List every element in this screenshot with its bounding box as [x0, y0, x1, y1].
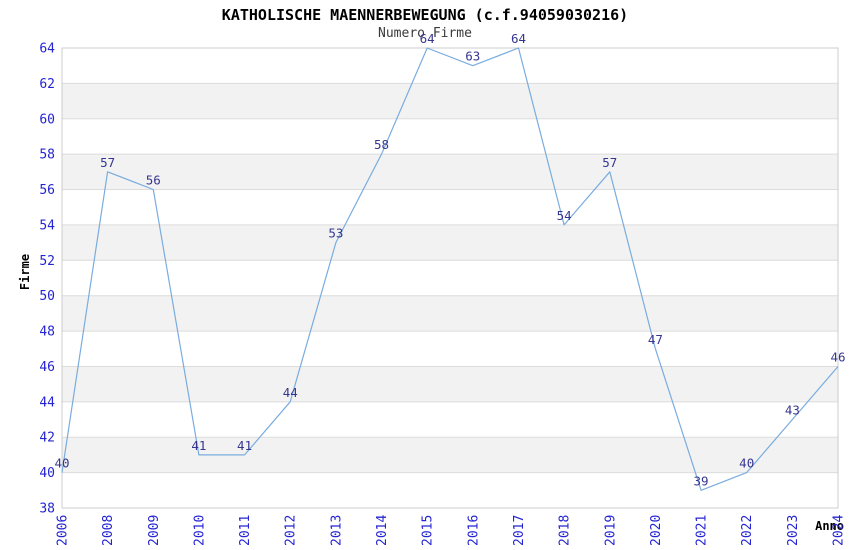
data-point-label: 64 — [420, 31, 435, 46]
y-tick-label: 50 — [39, 289, 55, 304]
data-point-label: 58 — [374, 137, 389, 152]
x-tick-label: 2012 — [284, 515, 299, 546]
x-tick-label: 2009 — [147, 515, 162, 546]
grid-band — [62, 224, 838, 261]
data-point-label: 57 — [602, 155, 617, 170]
grid-band — [62, 366, 838, 402]
data-point-label: 40 — [739, 456, 754, 471]
x-tick-label: 2018 — [558, 515, 573, 546]
chart-title: KATHOLISCHE MAENNERBEWEGUNG (c.f.9405903… — [221, 6, 629, 24]
data-point-label: 56 — [146, 173, 161, 188]
y-tick-label: 58 — [39, 148, 55, 163]
x-axis-title: Anno — [815, 519, 844, 533]
plot-area-background — [62, 48, 838, 508]
data-point-label: 39 — [694, 473, 709, 488]
y-tick-label: 44 — [39, 395, 55, 410]
y-tick-label: 48 — [39, 325, 55, 340]
x-tick-label: 2020 — [649, 515, 664, 546]
y-tick-label: 46 — [39, 360, 55, 375]
x-tick-label: 2019 — [603, 515, 618, 546]
plot-border — [61, 47, 839, 509]
x-tick-label: 2021 — [695, 515, 710, 546]
x-tick-label: 2017 — [512, 515, 527, 546]
y-tick-label: 40 — [39, 466, 55, 481]
data-point-label: 40 — [54, 456, 69, 471]
x-tick-label: 2010 — [192, 515, 207, 546]
data-point-label: 54 — [557, 208, 572, 223]
x-tick-label: 2024 — [832, 515, 847, 546]
x-tick-label: 2023 — [786, 515, 801, 546]
data-point-label: 41 — [237, 438, 252, 453]
data-point-label: 47 — [648, 332, 663, 347]
x-tick-label: 2011 — [238, 515, 253, 546]
y-tick-label: 38 — [39, 502, 55, 517]
data-point-label: 57 — [100, 155, 115, 170]
data-point-label: 46 — [830, 349, 845, 364]
data-point-label: 53 — [328, 226, 343, 241]
y-tick-label: 64 — [39, 42, 55, 57]
series-line — [61, 47, 839, 491]
x-tick-label: 2022 — [740, 515, 755, 546]
y-tick-label: 56 — [39, 183, 55, 198]
x-tick-label: 2013 — [329, 515, 344, 546]
data-point-label: 44 — [283, 385, 298, 400]
grid-band — [62, 437, 838, 473]
y-tick-label: 60 — [39, 112, 55, 127]
y-tick-label: 54 — [39, 218, 55, 233]
x-tick-label: 2008 — [101, 515, 116, 546]
data-point-label: 64 — [511, 31, 526, 46]
data-point-label: 41 — [191, 438, 206, 453]
grid-band — [62, 83, 838, 119]
y-tick-label: 52 — [39, 254, 55, 269]
x-tick-label: 2014 — [375, 515, 390, 546]
data-point-label: 63 — [465, 49, 480, 64]
x-tick-label: 2006 — [56, 515, 71, 546]
x-tick-label: 2015 — [421, 515, 436, 546]
grid-band — [62, 295, 838, 332]
y-tick-label: 42 — [39, 431, 55, 446]
data-point-label: 43 — [785, 403, 800, 418]
chart-subtitle: Numero Firme — [378, 26, 472, 41]
x-tick-label: 2016 — [466, 515, 481, 546]
grid-band — [62, 154, 838, 190]
y-tick-label: 62 — [39, 77, 55, 92]
